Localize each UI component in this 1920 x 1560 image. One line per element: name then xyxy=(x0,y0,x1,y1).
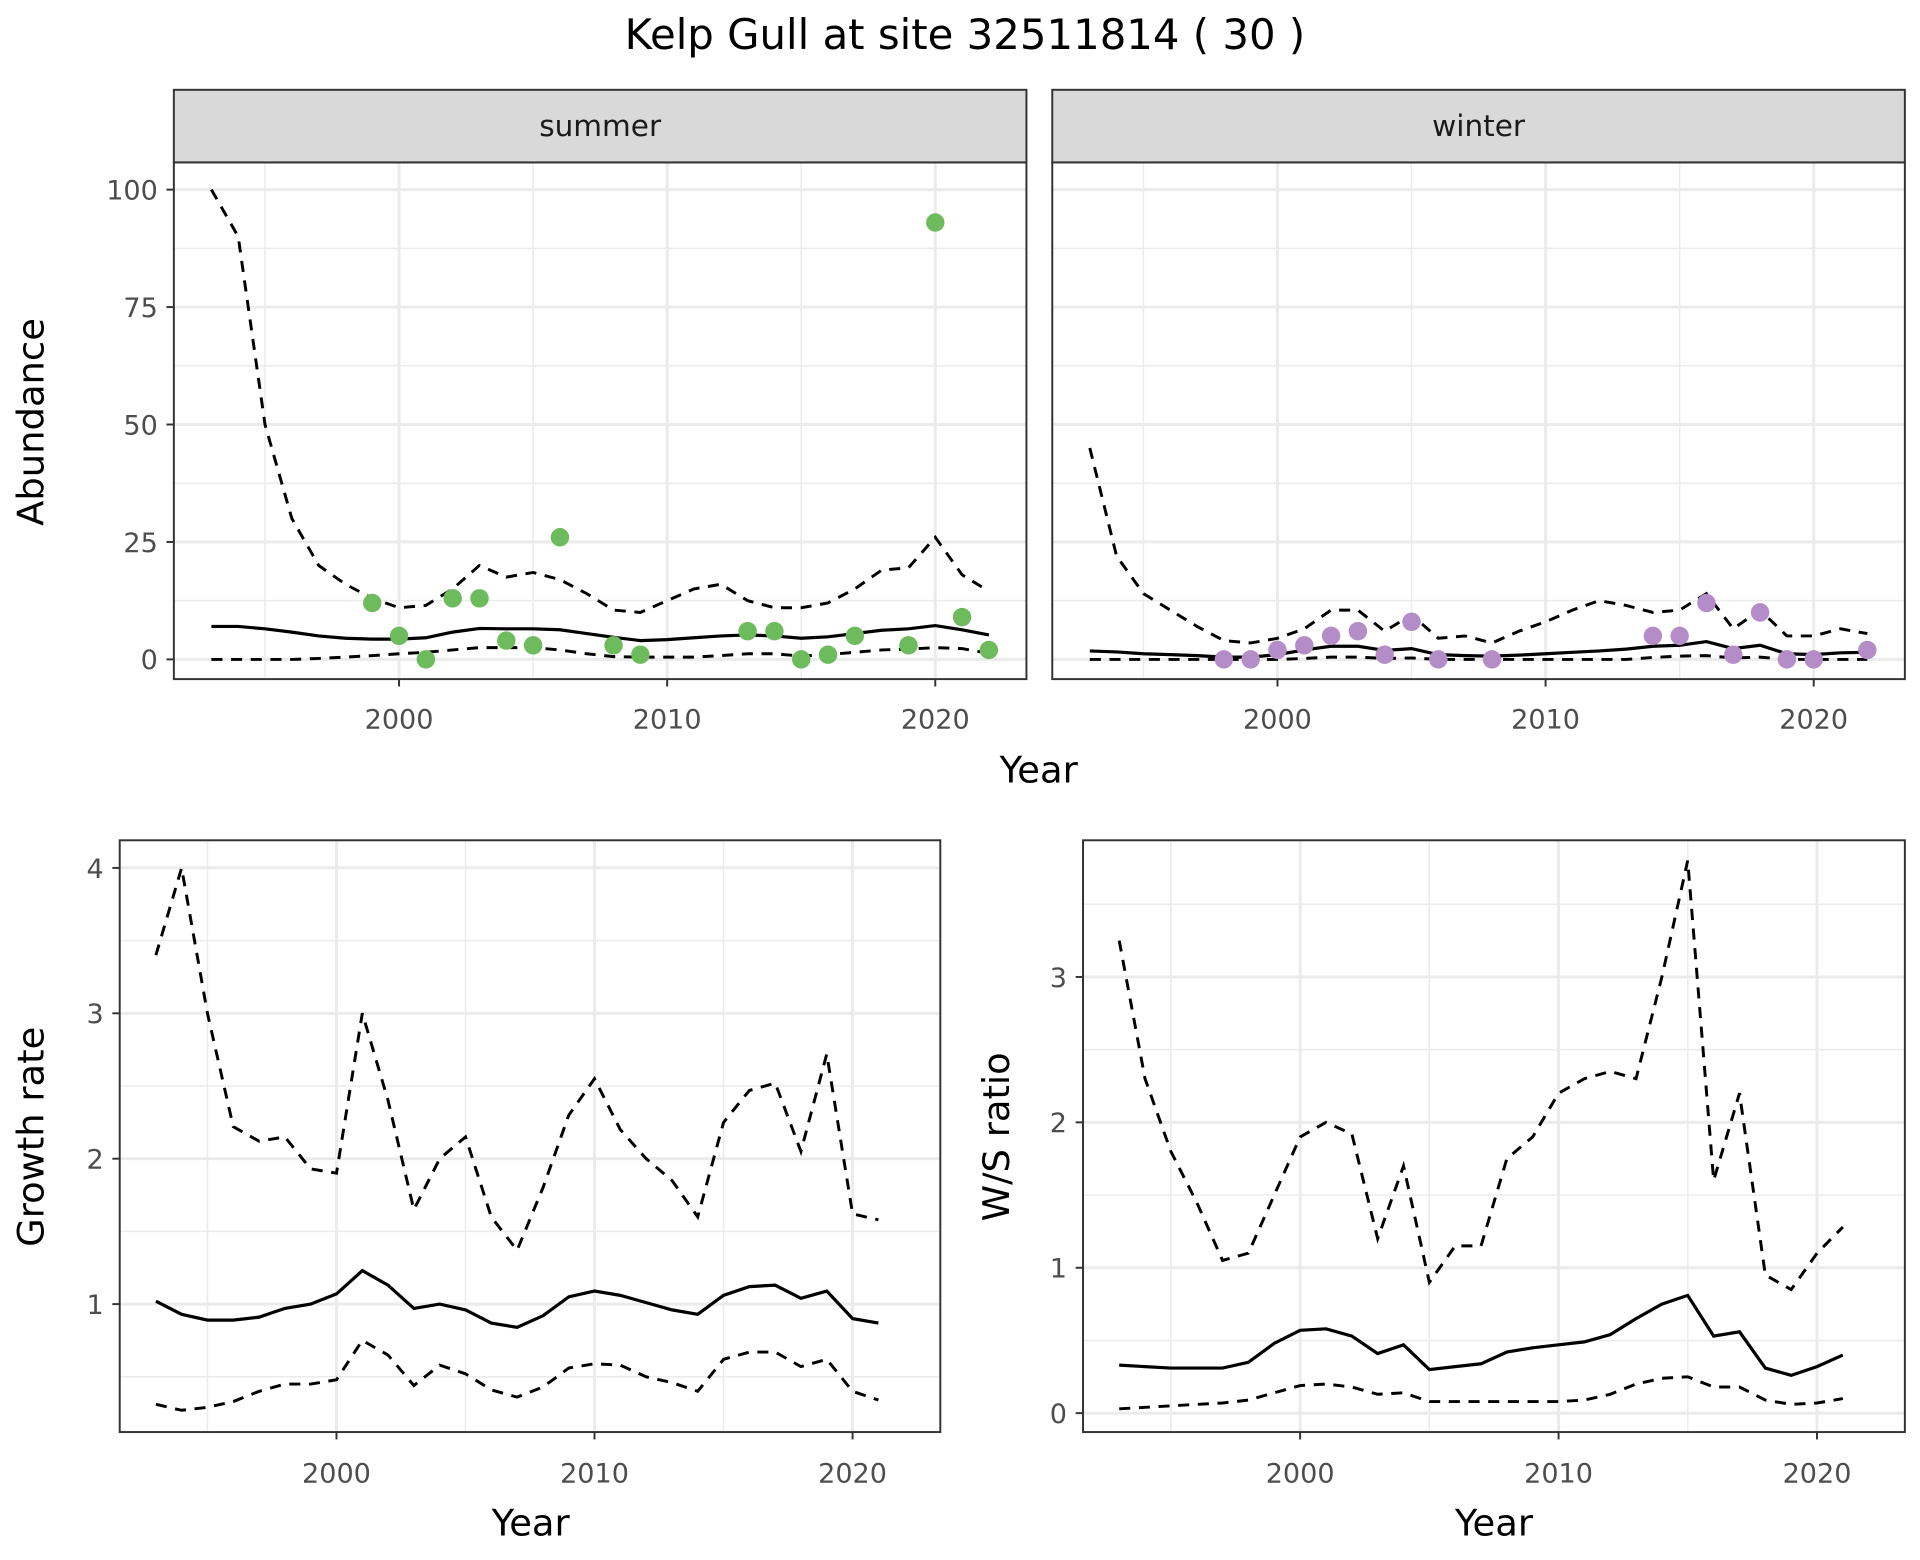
data-point-summer-2019 xyxy=(899,636,918,655)
data-point-summer-2017 xyxy=(845,626,865,646)
data-point-winter-2020 xyxy=(1804,650,1823,669)
x-tick-label: 2010 xyxy=(560,1458,629,1489)
facet-strip xyxy=(1051,88,1906,164)
data-point-winter-2022 xyxy=(1858,640,1877,660)
lower-bound-line xyxy=(155,1338,879,1412)
data-point-winter-2004 xyxy=(1375,645,1394,664)
y-axis-title: Abundance xyxy=(9,318,52,526)
data-point-winter-1999 xyxy=(1241,650,1260,669)
data-point-summer-2003 xyxy=(470,589,489,608)
x-axis-title: Year xyxy=(999,748,1079,791)
mean-line xyxy=(155,1268,879,1330)
data-point-summer-2005 xyxy=(523,636,543,655)
data-point-winter-2005 xyxy=(1402,612,1421,632)
x-tick-label: 2010 xyxy=(1511,704,1580,735)
y-tick-label: 1 xyxy=(87,1290,104,1321)
panel-border xyxy=(118,839,942,1434)
data-point-winter-2008 xyxy=(1482,650,1502,669)
data-point-winter-2002 xyxy=(1321,626,1341,646)
data-point-summer-2021 xyxy=(952,607,972,627)
data-point-summer-2022 xyxy=(979,640,999,660)
y-tick-label: 0 xyxy=(1050,1399,1067,1430)
data-point-summer-2016 xyxy=(818,645,838,664)
y-tick-label: 50 xyxy=(123,410,157,441)
y-tick-label: 3 xyxy=(87,999,104,1030)
panel-winter: winter 2000 2010 2020 xyxy=(1051,88,1906,735)
data-point-winter-2019 xyxy=(1777,650,1797,669)
y-tick-label: 3 xyxy=(1050,963,1067,994)
x-tick-label: 2000 xyxy=(365,704,434,735)
panel-summer: summer 2000 2010 2020 0 25 50 75 100 Abundance xyxy=(9,88,1028,735)
x-tick-label: 2020 xyxy=(1779,704,1848,735)
facet-strip xyxy=(172,88,1028,164)
y-axis-title: Growth rate xyxy=(9,1027,52,1247)
data-point-summer-2004 xyxy=(497,631,516,650)
x-tick-label: 2000 xyxy=(302,1458,371,1489)
data-point-summer-1999 xyxy=(363,593,382,613)
data-point-summer-2002 xyxy=(443,589,462,608)
mean-line xyxy=(1119,1293,1844,1378)
upper-bound-line xyxy=(1117,860,1844,1292)
x-tick-label: 2000 xyxy=(1243,704,1312,735)
y-tick-label: 1 xyxy=(1050,1254,1067,1285)
data-point-summer-2013 xyxy=(738,621,757,641)
data-point-summer-2000 xyxy=(389,626,409,646)
data-point-summer-2006 xyxy=(550,528,570,547)
y-tick-label: 4 xyxy=(87,854,104,885)
plot-background xyxy=(1083,840,1905,1433)
data-point-winter-2018 xyxy=(1750,603,1770,622)
chart-title: Kelp Gull at site 32511814 ( 30 ) xyxy=(625,10,1306,59)
x-tick-label: 2010 xyxy=(1524,1458,1593,1489)
data-point-summer-2001 xyxy=(416,650,436,669)
panel-growth-rate: 2000 2010 2020 1 2 3 4 Growth rate Year xyxy=(9,839,942,1544)
x-axis-title: Year xyxy=(1454,1501,1534,1544)
facet-label: winter xyxy=(1432,109,1526,143)
upper-bound-line xyxy=(210,188,990,614)
x-tick-label: 2010 xyxy=(633,704,702,735)
plot-background xyxy=(1052,162,1905,680)
data-point-summer-2009 xyxy=(631,645,650,664)
y-tick-label: 0 xyxy=(141,645,158,676)
y-tick-label: 100 xyxy=(106,175,158,206)
data-point-winter-2003 xyxy=(1348,621,1368,641)
panel-border xyxy=(1082,839,1906,1434)
y-tick-label: 2 xyxy=(87,1145,104,1176)
x-tick-label: 2020 xyxy=(901,704,970,735)
panel-w-s-ratio: 2000 2010 2020 0 1 2 3 W/S ratio Year xyxy=(975,839,1906,1544)
upper-bound-line xyxy=(154,867,879,1254)
data-point-summer-2008 xyxy=(604,636,623,655)
y-axis-title: W/S ratio xyxy=(975,1052,1018,1221)
x-tick-label: 2020 xyxy=(818,1458,887,1489)
data-point-winter-2016 xyxy=(1697,593,1716,613)
data-point-winter-2014 xyxy=(1643,626,1663,646)
plot-background xyxy=(119,840,941,1433)
lower-bound-line xyxy=(1119,1375,1844,1411)
x-tick-label: 2000 xyxy=(1266,1458,1335,1489)
data-point-winter-2000 xyxy=(1268,640,1287,660)
x-tick-label: 2020 xyxy=(1783,1458,1852,1489)
data-point-winter-1998 xyxy=(1214,650,1234,669)
x-axis-title: Year xyxy=(491,1501,571,1544)
data-point-summer-2014 xyxy=(765,621,784,641)
data-point-summer-2015 xyxy=(791,650,811,669)
y-tick-label: 2 xyxy=(1050,1108,1067,1139)
data-point-winter-2015 xyxy=(1670,626,1689,646)
y-tick-label: 25 xyxy=(123,528,157,559)
data-point-summer-2020 xyxy=(926,213,945,232)
facet-label: summer xyxy=(539,109,662,143)
upper-bound-line xyxy=(1088,447,1868,645)
data-point-winter-2017 xyxy=(1724,645,1743,664)
data-point-winter-2006 xyxy=(1429,650,1448,669)
data-point-winter-2001 xyxy=(1295,636,1314,655)
y-tick-label: 75 xyxy=(123,293,157,324)
